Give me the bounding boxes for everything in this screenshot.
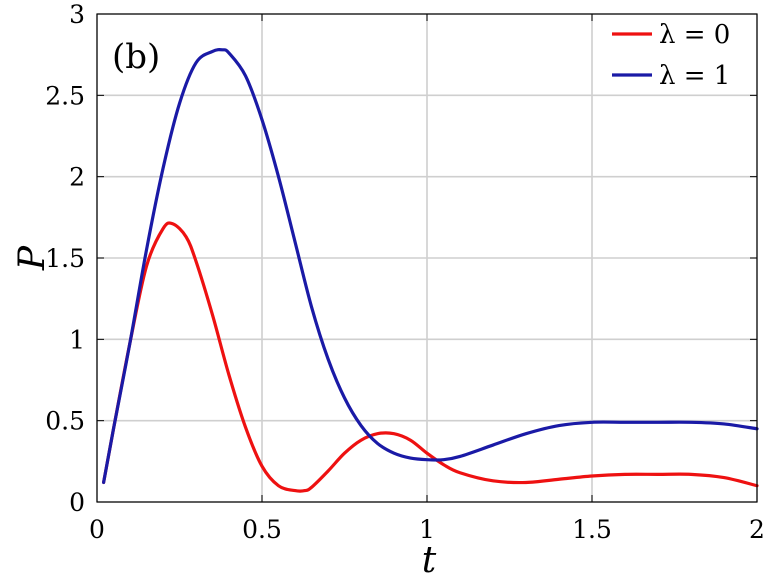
x-axis-label: t: [422, 540, 437, 576]
y-tick-label: 2.5: [45, 81, 85, 110]
y-tick-label: 1: [69, 325, 85, 354]
plot-area-border: [96, 13, 758, 503]
panel-label: (b): [112, 37, 160, 77]
x-tick-label: 1.5: [572, 515, 612, 544]
x-tick-label: 0: [89, 515, 105, 544]
x-tick-label: 2: [749, 515, 765, 544]
series-lines: [102, 48, 759, 493]
legend-label-lambda-1: λ = 1: [659, 61, 730, 91]
y-tick-label: 0.5: [45, 407, 85, 436]
y-tick-label: 3: [69, 0, 85, 29]
series-line-0: [102, 221, 759, 493]
series-line-1: [102, 48, 759, 485]
tick-labels: 0 0.5 1 1.5 2 0 0.5 1 1.5 2 2.5 3: [45, 0, 765, 544]
y-tick-label: 2: [69, 163, 85, 192]
legend: λ = 0 λ = 1: [612, 20, 730, 91]
legend-label-lambda-0: λ = 0: [659, 20, 730, 50]
x-tick-label: 1: [419, 515, 435, 544]
y-tick-label: 0: [69, 488, 85, 517]
y-axis-label: P: [12, 245, 53, 271]
x-tick-label: 0.5: [242, 515, 282, 544]
y-tick-label: 1.5: [45, 244, 85, 273]
